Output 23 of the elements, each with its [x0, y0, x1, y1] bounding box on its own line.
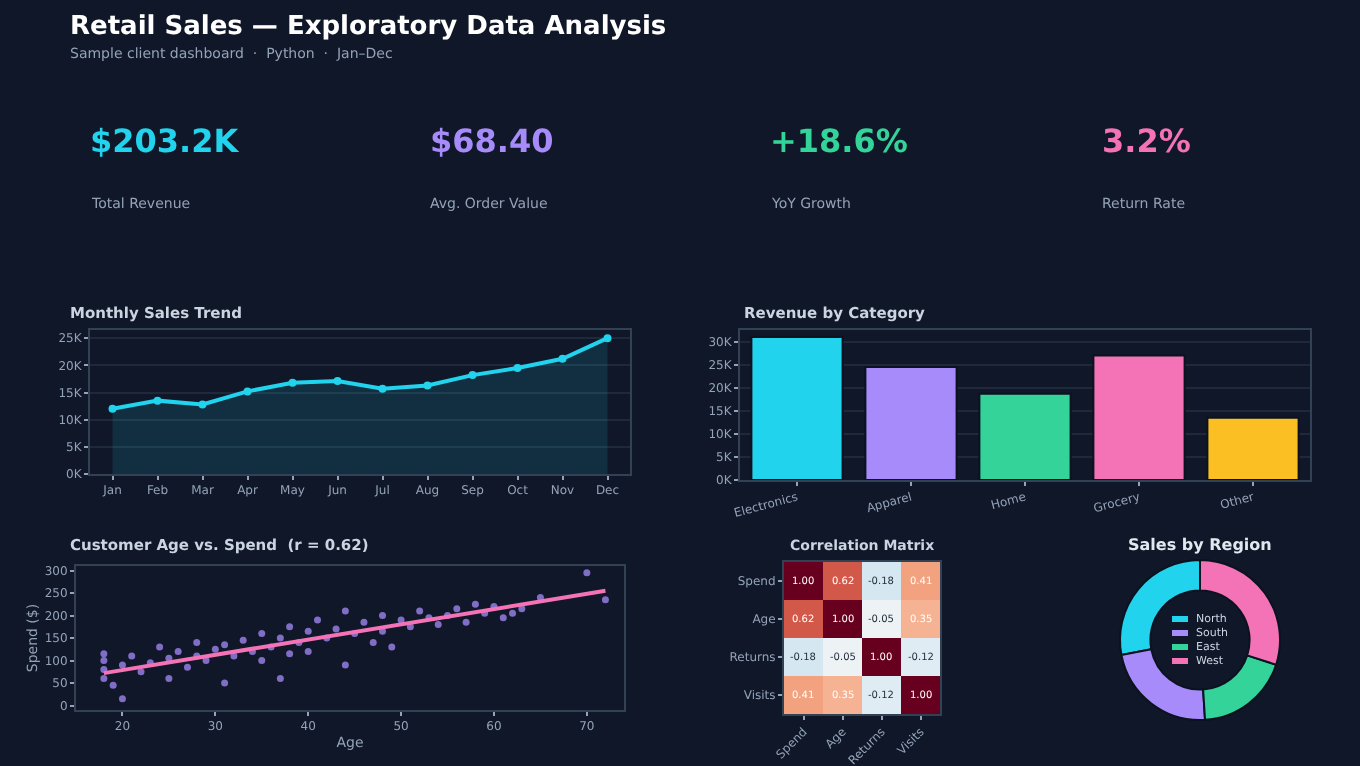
- point: [198, 400, 207, 409]
- point: [423, 381, 432, 390]
- point: [468, 371, 477, 380]
- point: [108, 404, 117, 413]
- bar: [864, 365, 958, 480]
- point: [603, 334, 612, 343]
- point: [243, 387, 252, 396]
- point: [558, 354, 567, 363]
- bar: [1092, 354, 1186, 480]
- point: [153, 396, 162, 405]
- point: [378, 384, 387, 393]
- bar: [750, 335, 844, 480]
- text: $68.40: [430, 122, 554, 160]
- bar: [1206, 416, 1300, 480]
- point: [333, 377, 342, 386]
- point: [513, 364, 522, 373]
- text: 3.2%: [1102, 122, 1191, 160]
- bar: [978, 392, 1072, 480]
- chart-title: Sales by Region: [1128, 536, 1273, 554]
- text: Retail Sales — Exploratory Data Analysis: [70, 12, 667, 42]
- text: $203.2K: [90, 122, 240, 160]
- point: [288, 378, 297, 387]
- text: +18.6%: [770, 122, 908, 160]
